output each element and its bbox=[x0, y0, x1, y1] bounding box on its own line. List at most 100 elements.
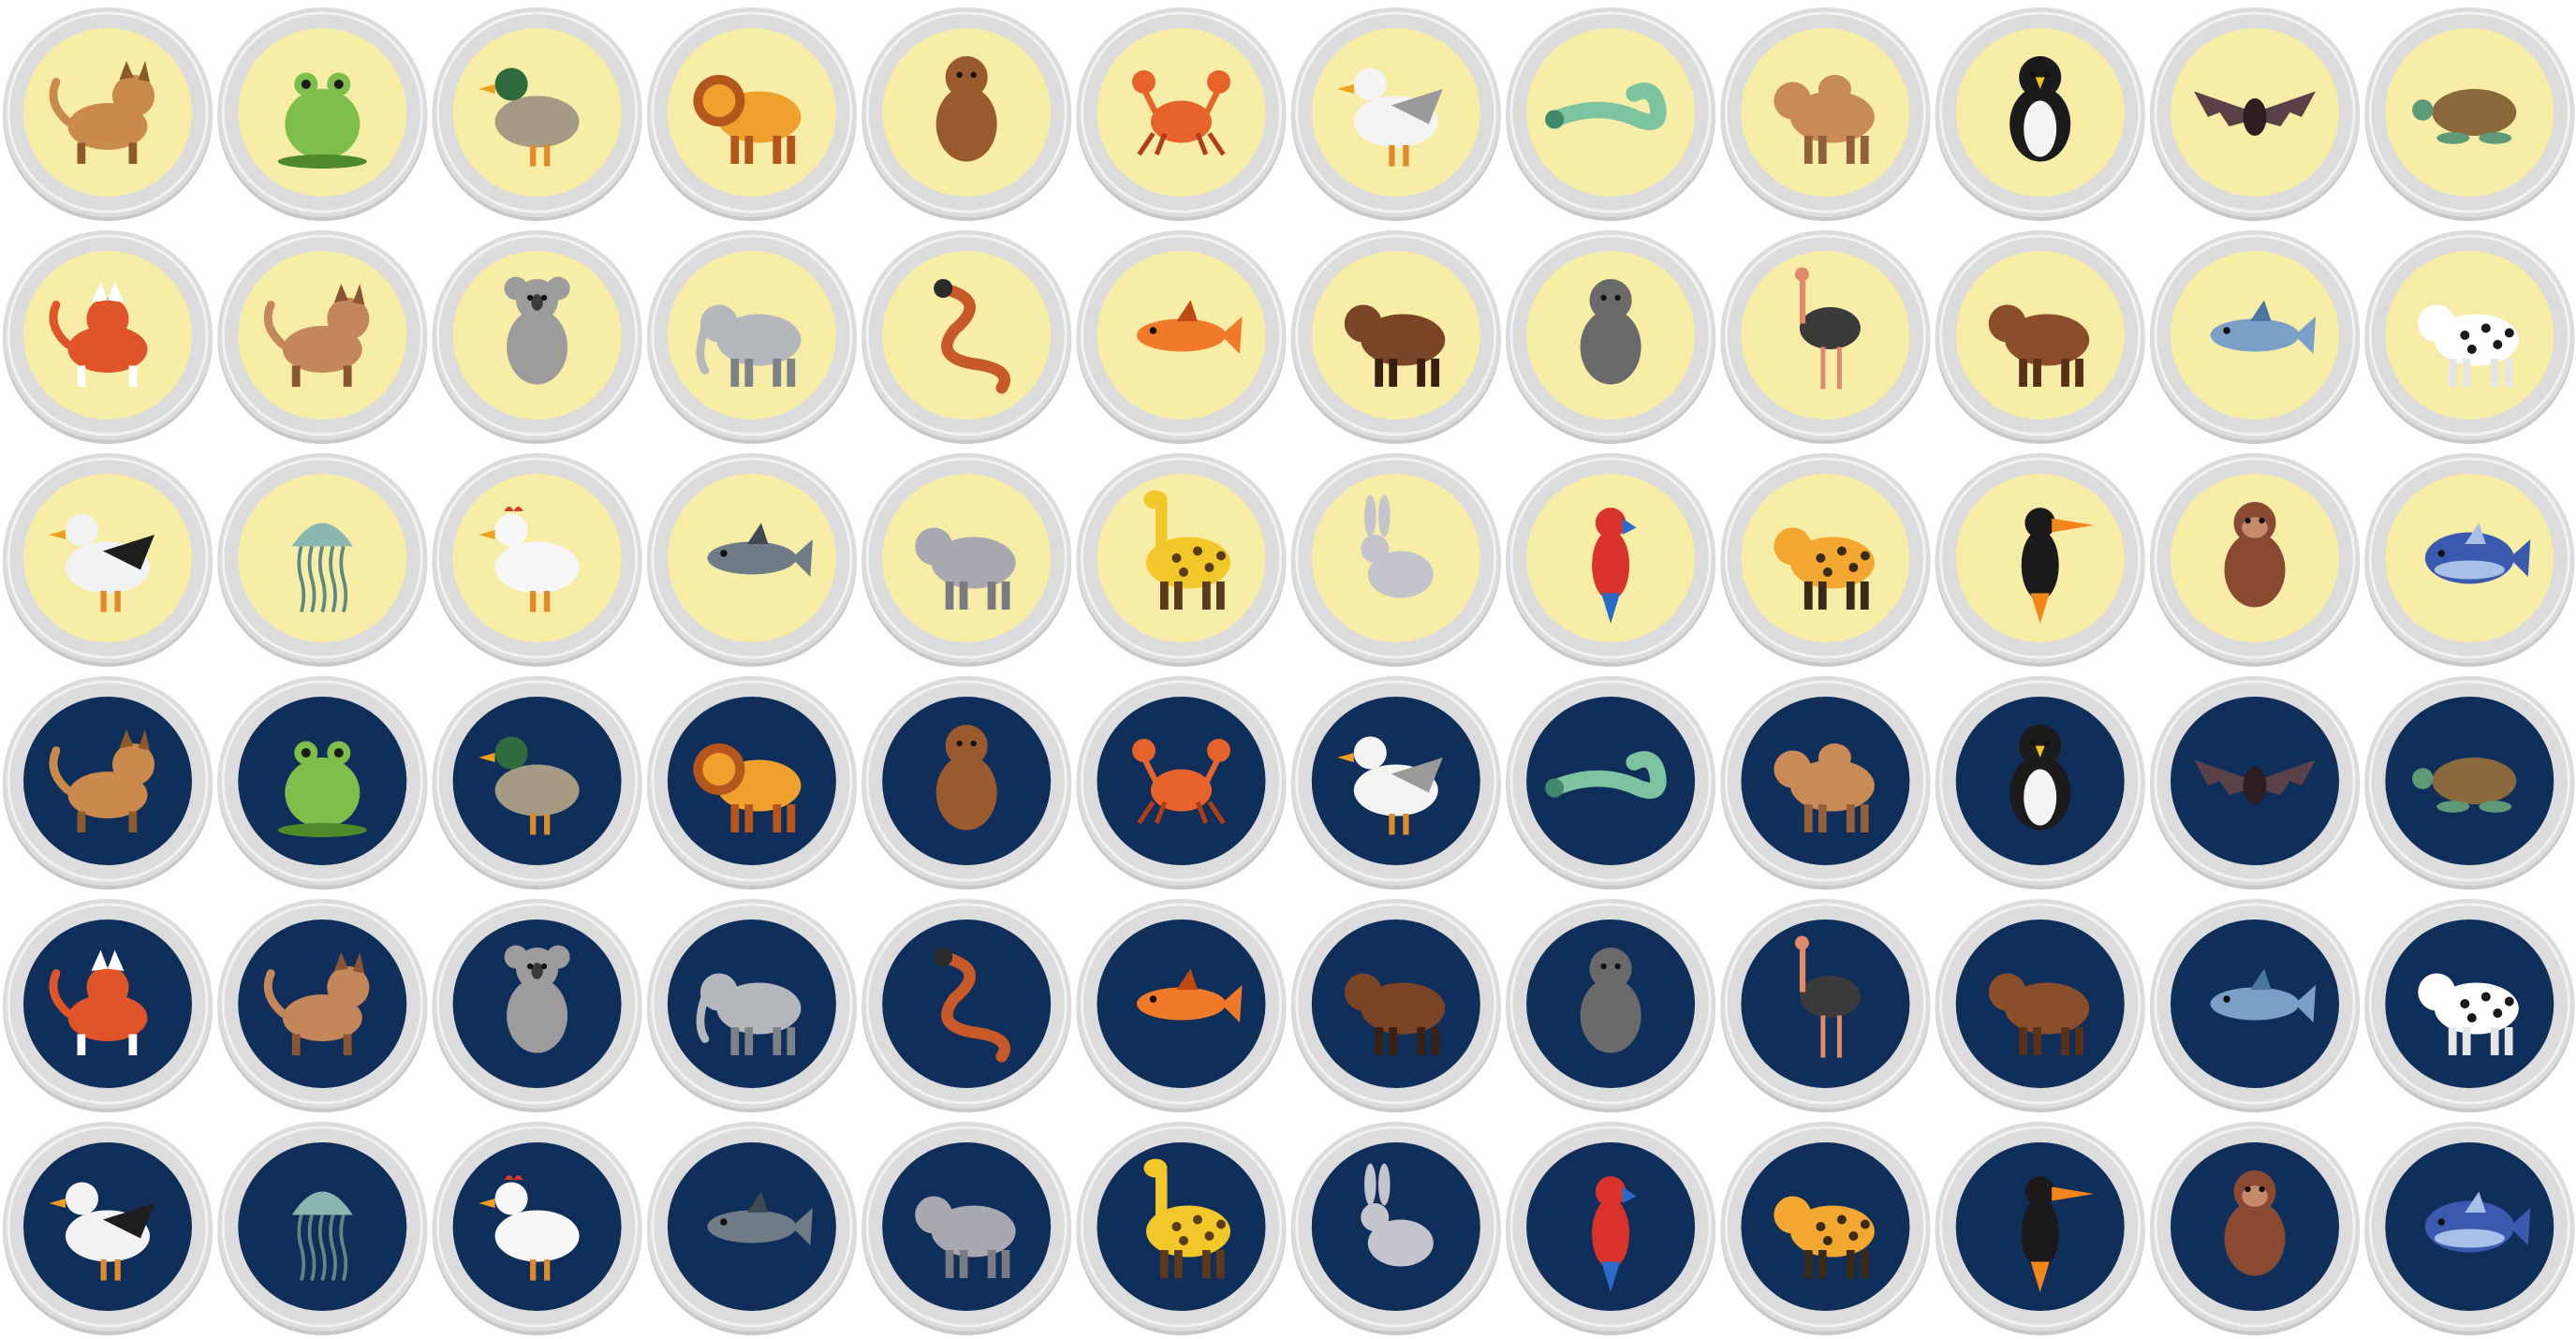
seagull-icon bbox=[1337, 736, 1443, 835]
rabbit-icon bbox=[1361, 1163, 1434, 1267]
crab-icon bbox=[1132, 739, 1230, 825]
hippo-icon bbox=[915, 1196, 1016, 1278]
ostrich-icon bbox=[1794, 935, 1861, 1058]
lion-icon bbox=[693, 75, 802, 164]
snake-icon bbox=[934, 279, 1010, 394]
gorilla-icon bbox=[1580, 279, 1641, 385]
sticker-light-jellyfish bbox=[217, 453, 428, 667]
sticker-light-fish bbox=[1076, 230, 1287, 444]
sticker-dark-stork bbox=[3, 1122, 213, 1335]
sticker-dark-dog bbox=[217, 899, 428, 1112]
sticker-disc bbox=[882, 920, 1052, 1088]
sticker-light-dog bbox=[217, 230, 428, 444]
koala-icon bbox=[504, 276, 570, 385]
rabbit-icon bbox=[1361, 494, 1434, 598]
monkey-icon bbox=[2224, 1170, 2286, 1276]
cow-icon bbox=[2418, 973, 2519, 1055]
sticker-dark-monkey bbox=[2150, 1122, 2360, 1335]
sticker-dark-elephant bbox=[646, 899, 857, 1112]
sticker-light-monkey bbox=[2150, 453, 2360, 667]
sea-turtle-icon bbox=[2412, 89, 2517, 144]
parrot-icon bbox=[1592, 508, 1637, 624]
leopard-icon bbox=[1774, 1196, 1875, 1278]
sticker-light-duck bbox=[432, 7, 642, 221]
lion-icon bbox=[693, 743, 802, 832]
whale-icon bbox=[2424, 522, 2531, 584]
sticker-light-gorilla bbox=[1506, 230, 1716, 444]
koala-icon bbox=[504, 945, 570, 1053]
sticker-dark-duck bbox=[432, 676, 642, 890]
cat-icon bbox=[49, 61, 155, 164]
giraffe-icon bbox=[1143, 1158, 1230, 1278]
sticker-light-frog bbox=[217, 7, 428, 221]
sticker-dark-rabbit bbox=[1290, 1122, 1501, 1335]
penguin-icon bbox=[2009, 56, 2071, 162]
leopard-icon bbox=[1774, 527, 1875, 610]
sticker-dark-seagull bbox=[1290, 676, 1501, 890]
sticker-dark-bat bbox=[2150, 676, 2360, 890]
jellyfish-icon bbox=[291, 1191, 353, 1282]
sticker-light-giraffe bbox=[1076, 453, 1287, 667]
sticker-light-stork bbox=[3, 453, 213, 667]
shark-icon bbox=[707, 1191, 813, 1245]
sticker-light-crab bbox=[1076, 7, 1287, 221]
sticker-dark-giraffe bbox=[1076, 1122, 1287, 1335]
sticker-light-bear bbox=[861, 7, 1072, 221]
sticker-dark-dolphin bbox=[2150, 899, 2360, 1112]
dog-icon bbox=[263, 284, 370, 387]
sticker-light-parrot bbox=[1506, 453, 1716, 667]
duck-icon bbox=[478, 736, 580, 835]
sticker-dark-toucan bbox=[1935, 1122, 2145, 1335]
sticker-dark-bear bbox=[861, 676, 1072, 890]
bison-icon bbox=[1988, 973, 2090, 1055]
sticker-light-horse bbox=[1290, 230, 1501, 444]
cat-icon bbox=[49, 729, 155, 832]
sticker-light-bison bbox=[1935, 230, 2145, 444]
sticker-light-ostrich bbox=[1720, 230, 1931, 444]
sticker-light-elephant bbox=[646, 230, 857, 444]
sticker-dark-cow bbox=[2364, 899, 2575, 1112]
sticker-dark-koala bbox=[432, 899, 642, 1112]
sticker-light-seagull bbox=[1290, 7, 1501, 221]
whale-icon bbox=[2424, 1191, 2531, 1253]
penguin-icon bbox=[2009, 725, 2071, 831]
dog-icon bbox=[263, 952, 370, 1055]
cow-icon bbox=[2418, 304, 2519, 387]
frog-icon bbox=[277, 741, 367, 837]
elephant-icon bbox=[696, 973, 802, 1055]
fox-icon bbox=[49, 281, 148, 387]
toucan-icon bbox=[2021, 1176, 2095, 1292]
bat-icon bbox=[2194, 759, 2316, 804]
sticker-light-dolphin bbox=[2150, 230, 2360, 444]
sticker-light-lizard bbox=[1506, 7, 1716, 221]
fox-icon bbox=[49, 949, 148, 1055]
sticker-dark-lizard bbox=[1506, 676, 1716, 890]
sticker-light-camel bbox=[1720, 7, 1931, 221]
horse-icon bbox=[1344, 973, 1446, 1055]
bear-icon bbox=[935, 725, 997, 831]
sticker-dark-sea-turtle bbox=[2364, 676, 2575, 890]
sticker-dark-fish bbox=[1076, 899, 1287, 1112]
fish-icon bbox=[1137, 300, 1243, 354]
sticker-light-lion bbox=[646, 7, 857, 221]
sticker-disc bbox=[238, 1142, 407, 1311]
bear-icon bbox=[935, 56, 997, 162]
sticker-light-bat bbox=[2150, 7, 2360, 221]
sticker-disc bbox=[238, 474, 407, 642]
sticker-light-toucan bbox=[1935, 453, 2145, 667]
sticker-dark-lion bbox=[646, 676, 857, 890]
horse-icon bbox=[1344, 304, 1446, 387]
sticker-light-leopard bbox=[1720, 453, 1931, 667]
dolphin-icon bbox=[2210, 968, 2316, 1023]
sticker-light-fox bbox=[3, 230, 213, 444]
sticker-dark-horse bbox=[1290, 899, 1501, 1112]
stork-icon bbox=[49, 1182, 155, 1281]
sticker-dark-fox bbox=[3, 899, 213, 1112]
dolphin-icon bbox=[2210, 300, 2316, 354]
jellyfish-icon bbox=[291, 522, 353, 613]
sticker-dark-leopard bbox=[1720, 1122, 1931, 1335]
camel-icon bbox=[1774, 743, 1875, 832]
giraffe-icon bbox=[1143, 490, 1230, 610]
sea-turtle-icon bbox=[2412, 758, 2517, 813]
